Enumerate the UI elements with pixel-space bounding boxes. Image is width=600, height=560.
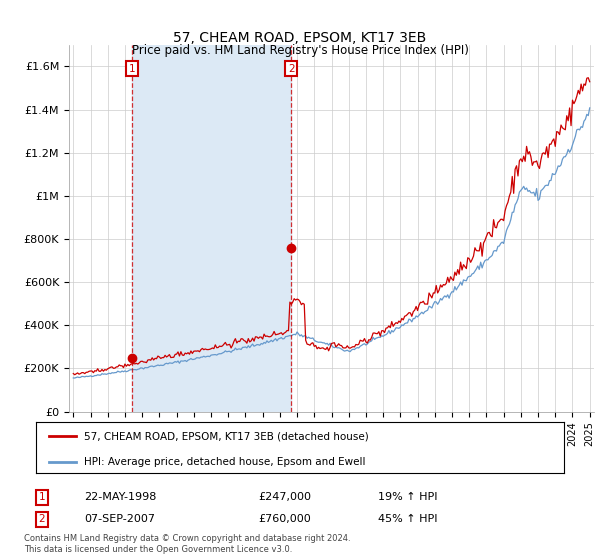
Text: 19% ↑ HPI: 19% ↑ HPI: [378, 492, 437, 502]
Text: 2: 2: [38, 514, 46, 524]
Text: 1: 1: [38, 492, 46, 502]
Text: HPI: Average price, detached house, Epsom and Ewell: HPI: Average price, detached house, Epso…: [83, 457, 365, 467]
Text: 57, CHEAM ROAD, EPSOM, KT17 3EB (detached house): 57, CHEAM ROAD, EPSOM, KT17 3EB (detache…: [83, 431, 368, 441]
Text: 45% ↑ HPI: 45% ↑ HPI: [378, 514, 437, 524]
Text: 2: 2: [288, 63, 295, 73]
Text: This data is licensed under the Open Government Licence v3.0.: This data is licensed under the Open Gov…: [24, 545, 292, 554]
Text: Price paid vs. HM Land Registry's House Price Index (HPI): Price paid vs. HM Land Registry's House …: [131, 44, 469, 57]
Text: 22-MAY-1998: 22-MAY-1998: [84, 492, 157, 502]
Text: £760,000: £760,000: [258, 514, 311, 524]
Bar: [132, 45, 292, 412]
Text: £247,000: £247,000: [258, 492, 311, 502]
Text: 1: 1: [128, 63, 135, 73]
Text: Contains HM Land Registry data © Crown copyright and database right 2024.: Contains HM Land Registry data © Crown c…: [24, 534, 350, 543]
Text: 57, CHEAM ROAD, EPSOM, KT17 3EB: 57, CHEAM ROAD, EPSOM, KT17 3EB: [173, 30, 427, 45]
Text: 07-SEP-2007: 07-SEP-2007: [84, 514, 155, 524]
